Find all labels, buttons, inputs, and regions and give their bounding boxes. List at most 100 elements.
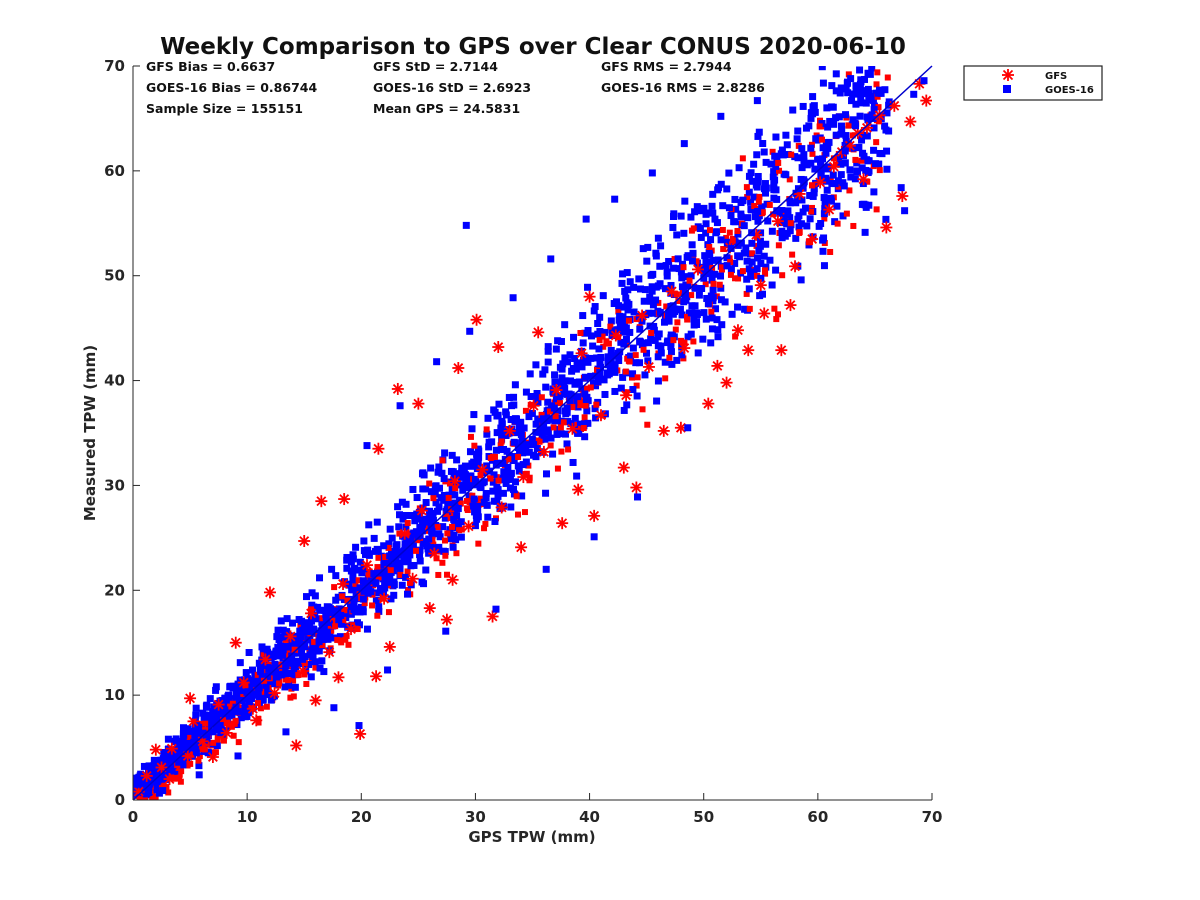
legend-goes-square-icon	[1003, 85, 1011, 93]
goes16-point	[868, 111, 876, 119]
gfs-point	[657, 424, 670, 437]
gfs-point	[723, 234, 730, 241]
goes16-point	[544, 415, 552, 423]
gfs-point	[680, 355, 687, 362]
goes16-point	[566, 396, 574, 404]
goes16-point	[392, 558, 400, 566]
goes16-point	[743, 257, 751, 265]
gfs-point	[816, 123, 823, 130]
goes16-point	[680, 229, 688, 237]
gfs-point	[290, 739, 303, 752]
goes16-point	[773, 207, 781, 215]
gfs-point	[743, 290, 750, 297]
goes16-point	[579, 339, 587, 347]
goes16-point	[493, 429, 501, 437]
gfs-point	[442, 552, 449, 559]
gfs-point	[693, 258, 700, 265]
goes16-point	[858, 200, 866, 208]
goes16-point	[434, 468, 442, 476]
goes16-point	[549, 450, 557, 458]
goes16-point	[596, 360, 604, 368]
series-gfs	[133, 77, 932, 798]
gfs-point	[298, 535, 311, 548]
goes16-point	[683, 253, 691, 261]
goes16-point	[502, 479, 510, 487]
gfs-point	[662, 375, 669, 382]
gfs-point	[525, 462, 532, 469]
goes16-point	[398, 498, 406, 506]
gfs-point	[467, 433, 474, 440]
goes16-point	[264, 648, 272, 656]
goes16-point	[315, 638, 323, 646]
goes16-point	[782, 171, 790, 179]
goes16-point	[801, 204, 809, 212]
gfs-point	[622, 368, 629, 375]
x-tick-label: 40	[579, 808, 600, 826]
goes16-point	[823, 164, 831, 172]
gfs-point	[818, 136, 825, 143]
x-tick-label: 30	[465, 808, 486, 826]
goes16-point	[809, 103, 817, 111]
goes16-point	[404, 590, 412, 598]
goes16-point	[153, 786, 161, 794]
gfs-point	[758, 307, 771, 320]
gfs-point	[212, 698, 225, 711]
gfs-point	[487, 475, 494, 482]
goes16-point	[386, 552, 394, 560]
goes16-point	[458, 464, 466, 472]
gfs-point	[588, 509, 601, 522]
goes16-point	[822, 149, 830, 157]
goes16-point	[640, 339, 648, 347]
gfs-point	[550, 424, 557, 431]
goes16-point	[858, 99, 866, 107]
goes16-point	[364, 546, 372, 554]
gfs-point	[382, 554, 389, 561]
goes16-point	[461, 481, 469, 489]
goes16-point	[819, 247, 827, 255]
goes16-point	[396, 565, 404, 573]
gfs-point	[731, 324, 744, 337]
data-points-layer	[133, 66, 932, 808]
y-tick-label: 30	[104, 476, 125, 494]
goes16-point	[192, 729, 200, 737]
goes16-point	[422, 499, 430, 507]
goes16-point	[600, 376, 608, 384]
gfs-point	[577, 402, 584, 409]
goes16-point	[649, 270, 657, 278]
goes16-point	[490, 471, 498, 479]
goes16-point	[258, 643, 266, 651]
goes16-point	[254, 676, 262, 684]
goes16-point	[750, 193, 758, 201]
goes16-point	[350, 564, 358, 572]
goes16-point	[451, 519, 459, 527]
goes16-point	[676, 305, 684, 313]
goes16-point	[190, 738, 198, 746]
gfs-point	[439, 457, 446, 464]
goes16-point	[557, 338, 565, 346]
gfs-point	[186, 733, 193, 740]
goes16-point	[650, 322, 658, 330]
goes16-point	[853, 159, 861, 167]
goes16-point	[282, 662, 290, 670]
gfs-point	[318, 615, 325, 622]
goes16-point	[336, 633, 344, 641]
goes16-point	[505, 393, 513, 401]
gfs-point	[268, 687, 281, 700]
goes16-point	[606, 363, 614, 371]
goes16-point	[611, 363, 619, 371]
goes16-point	[206, 716, 214, 724]
gfs-point	[145, 802, 151, 808]
legend: GFS GOES-16	[963, 65, 1103, 101]
gfs-point	[823, 203, 836, 216]
gfs-point	[753, 272, 760, 279]
gfs-point	[852, 156, 859, 163]
gfs-point	[875, 104, 882, 111]
goes16-point	[396, 402, 404, 410]
goes16-point	[484, 513, 492, 521]
goes16-point	[734, 303, 742, 311]
y-tick-label: 0	[115, 791, 125, 809]
goes16-point	[702, 210, 710, 218]
goes16-point	[543, 470, 551, 478]
gfs-point	[297, 665, 310, 678]
gfs-point	[884, 74, 891, 81]
